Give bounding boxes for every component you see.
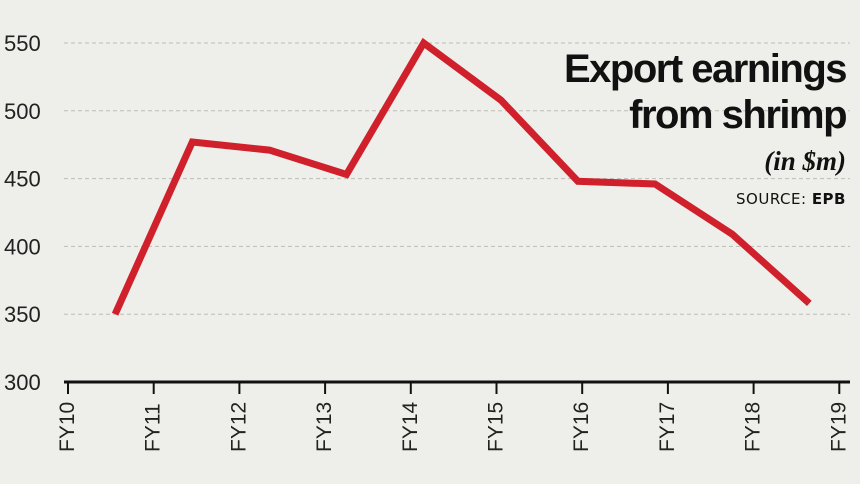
x-tick-label: FY12 (227, 402, 250, 452)
series-lines (111, 37, 812, 316)
grid-lines (64, 42, 850, 315)
y-axis-labels: 300 350 400 450 500 550 (4, 31, 41, 395)
y-tick-label: 350 (4, 302, 41, 327)
y-tick-label: 550 (4, 31, 41, 56)
x-tick-label: FY19 (827, 402, 850, 452)
x-tick-label: FY13 (313, 402, 336, 452)
x-tick-label: FY10 (56, 402, 79, 452)
x-tick-label: FY11 (142, 403, 165, 452)
series-line (111, 37, 812, 316)
source-label: SOURCE: (736, 190, 807, 208)
chart-title-line1: Export earnings (563, 47, 848, 91)
y-tick-label: 300 (4, 370, 41, 395)
x-tick-label: FY18 (742, 402, 765, 452)
chart-source: SOURCE: EPB (736, 190, 846, 208)
chart-unit: (in $m) (764, 146, 846, 176)
chart-title: Export earnings from shrimp (563, 46, 848, 138)
x-tick-label: FY17 (656, 402, 679, 452)
x-axis (64, 380, 850, 394)
x-tick-label: FY16 (570, 402, 593, 452)
y-tick-label: 450 (4, 167, 41, 192)
chart-title-line2: from shrimp (629, 93, 847, 137)
x-tick-label: FY14 (399, 401, 422, 452)
source-value: EPB (811, 190, 846, 208)
x-tick-label: FY15 (485, 402, 508, 452)
x-axis-labels: FY10 FY11 FY12 FY13 FY14 FY15 FY16 FY17 FY18 FY19 (56, 401, 850, 452)
y-tick-label: 400 (4, 234, 41, 259)
y-tick-label: 500 (4, 99, 41, 124)
